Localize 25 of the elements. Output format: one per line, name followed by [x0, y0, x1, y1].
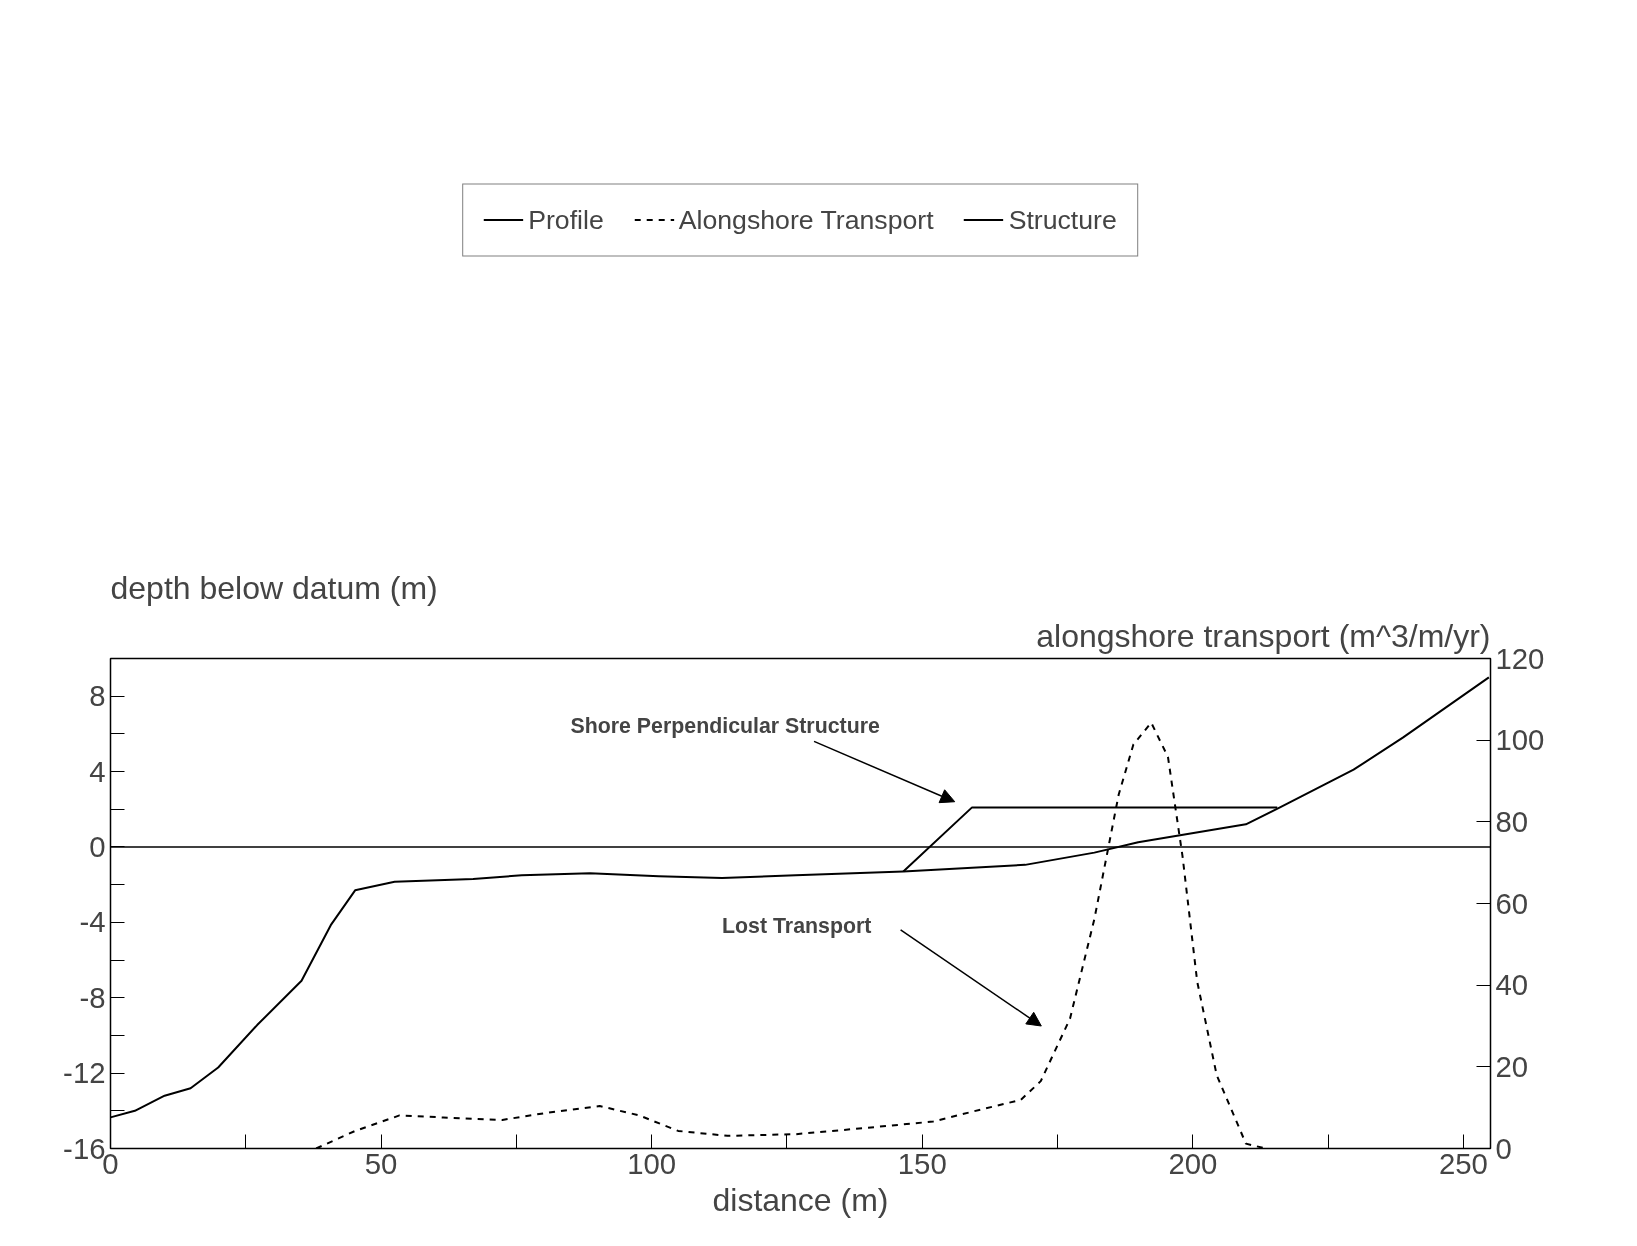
y2-tick-label: 40	[1495, 968, 1529, 1002]
y-tick-label: 8	[89, 679, 106, 713]
y2-tick-label: 20	[1495, 1049, 1529, 1083]
legend-label: Alongshore Transport	[678, 204, 934, 236]
y-tick-label: -4	[79, 905, 106, 939]
y2-tick-label: 60	[1495, 886, 1529, 920]
y2-tick-label: 100	[1495, 723, 1545, 757]
y-tick-label: 0	[89, 829, 106, 863]
x-axis-title: distance (m)	[712, 1181, 889, 1218]
legend-label: Profile	[528, 204, 604, 236]
x-tick-label: 50	[364, 1146, 398, 1180]
y-tick-label: -12	[63, 1056, 106, 1090]
y-axis-title: depth below datum (m)	[110, 569, 438, 606]
x-tick-label: 100	[627, 1146, 677, 1180]
y-tick-label: 4	[89, 754, 106, 788]
x-tick-label: 150	[897, 1146, 947, 1180]
x-tick-label: 250	[1438, 1146, 1488, 1180]
y2-axis-title: alongshore transport (m^3/m/yr)	[1036, 617, 1491, 654]
annotation: Lost Transport	[722, 914, 872, 939]
y-tick-label: -8	[79, 980, 106, 1014]
y2-tick-label: 120	[1495, 641, 1545, 675]
legend-label: Structure	[1008, 204, 1117, 236]
y2-tick-label: 80	[1495, 804, 1529, 838]
annotation: Shore Perpendicular Structure	[570, 714, 880, 739]
x-tick-label: 200	[1168, 1146, 1218, 1180]
